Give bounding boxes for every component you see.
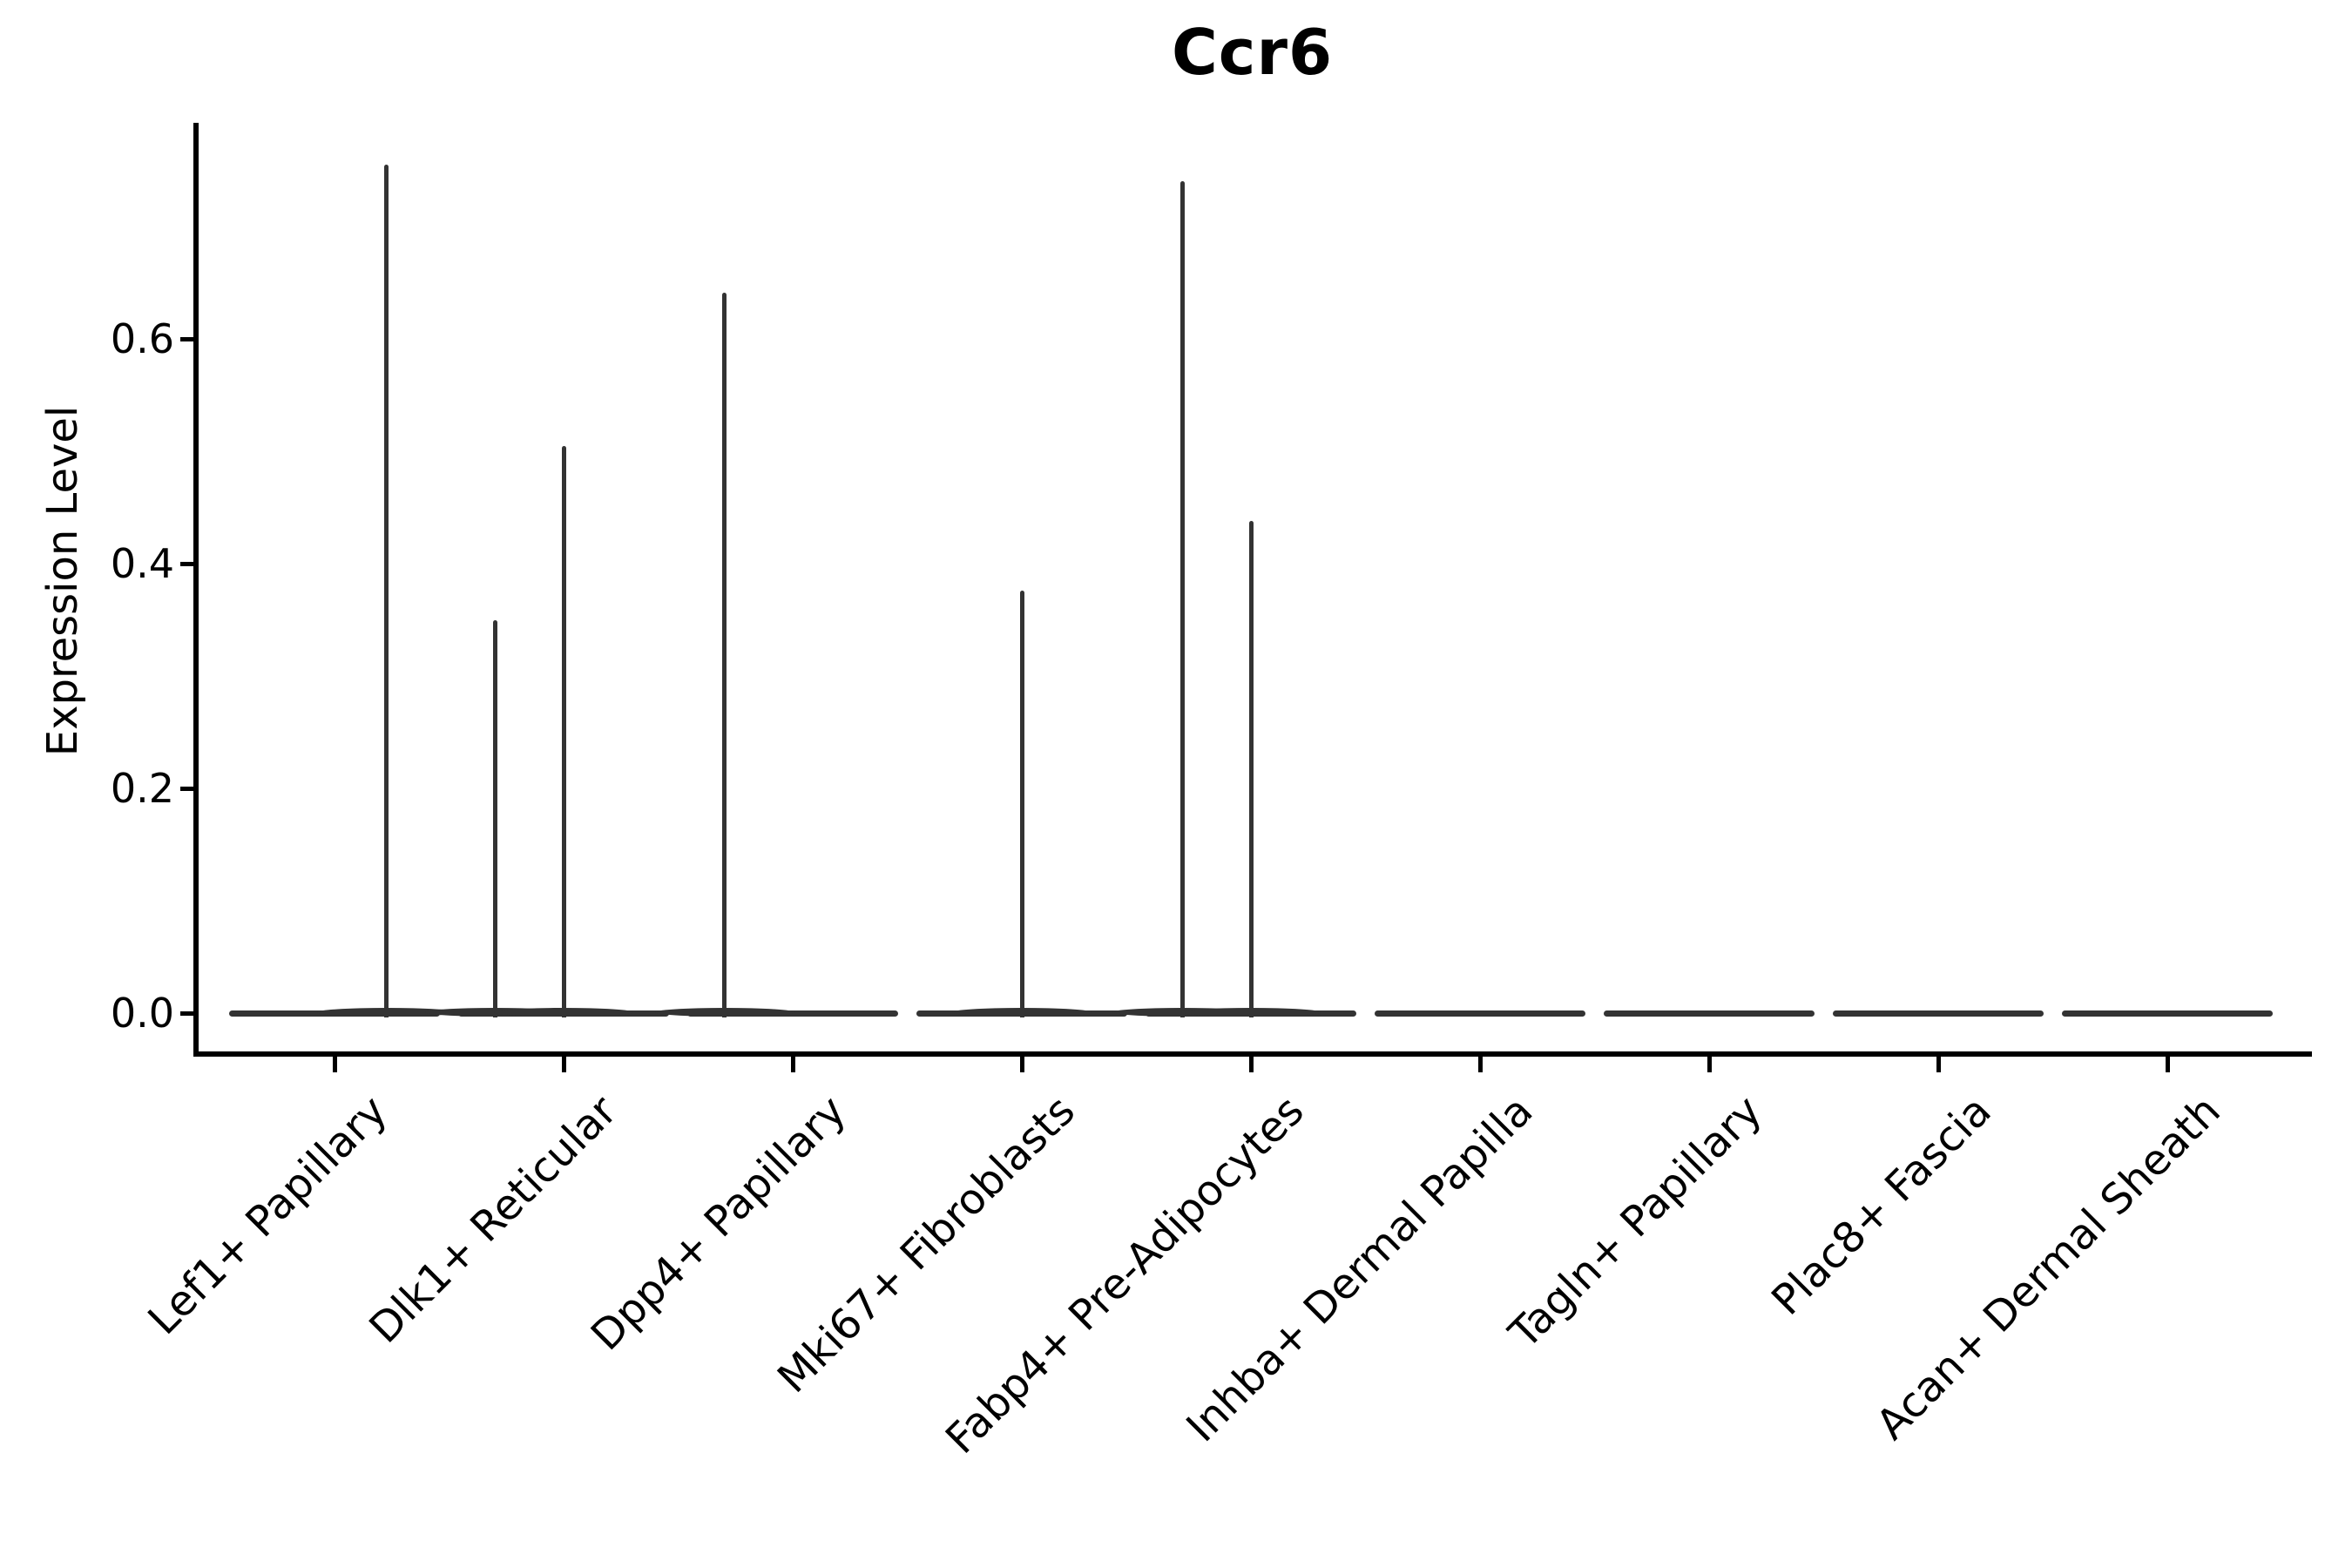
violin-spike	[561, 445, 566, 1017]
violin-spike	[1019, 590, 1024, 1017]
chart-title: Ccr6	[1171, 16, 1334, 89]
y-tick-mark	[180, 562, 196, 566]
x-tick-label: Plac8+ Fascia	[1762, 1086, 2001, 1325]
violin-spike	[492, 619, 497, 1017]
x-tick-mark	[333, 1057, 337, 1072]
x-tick-mark	[562, 1057, 566, 1072]
violin-baseline	[1604, 1010, 1815, 1017]
y-tick-label: 0.4	[110, 540, 174, 587]
violin-spike	[1179, 181, 1185, 1017]
violin-baseline	[1375, 1010, 1585, 1017]
x-tick-mark	[1707, 1057, 1712, 1072]
x-tick-mark	[791, 1057, 795, 1072]
x-tick-mark	[2166, 1057, 2170, 1072]
y-tick-label: 0.0	[110, 990, 174, 1037]
x-tick-label: Dlk1+ Reticular	[360, 1086, 626, 1353]
x-tick-mark	[1936, 1057, 1941, 1072]
x-tick-label: Lef1+ Papillary	[139, 1086, 397, 1345]
y-tick-mark	[180, 787, 196, 791]
y-tick-mark	[180, 337, 196, 341]
violin-spike	[722, 293, 727, 1017]
x-tick-mark	[1020, 1057, 1024, 1072]
violin-baseline	[2062, 1010, 2273, 1017]
x-tick-label: Tagln+ Papillary	[1500, 1086, 1772, 1358]
violin-spike	[384, 165, 389, 1017]
violin-spike	[1248, 520, 1254, 1017]
x-tick-label: Dpp4+ Papillary	[581, 1086, 855, 1361]
y-tick-label: 0.2	[110, 765, 174, 812]
x-tick-mark	[1249, 1057, 1254, 1072]
violin-baseline	[1833, 1010, 2044, 1017]
x-tick-mark	[1478, 1057, 1483, 1072]
y-tick-mark	[180, 1011, 196, 1016]
y-axis-line	[193, 123, 199, 1057]
violin-baseline	[687, 1010, 898, 1017]
x-axis-line	[193, 1051, 2312, 1057]
y-tick-label: 0.6	[110, 315, 174, 362]
